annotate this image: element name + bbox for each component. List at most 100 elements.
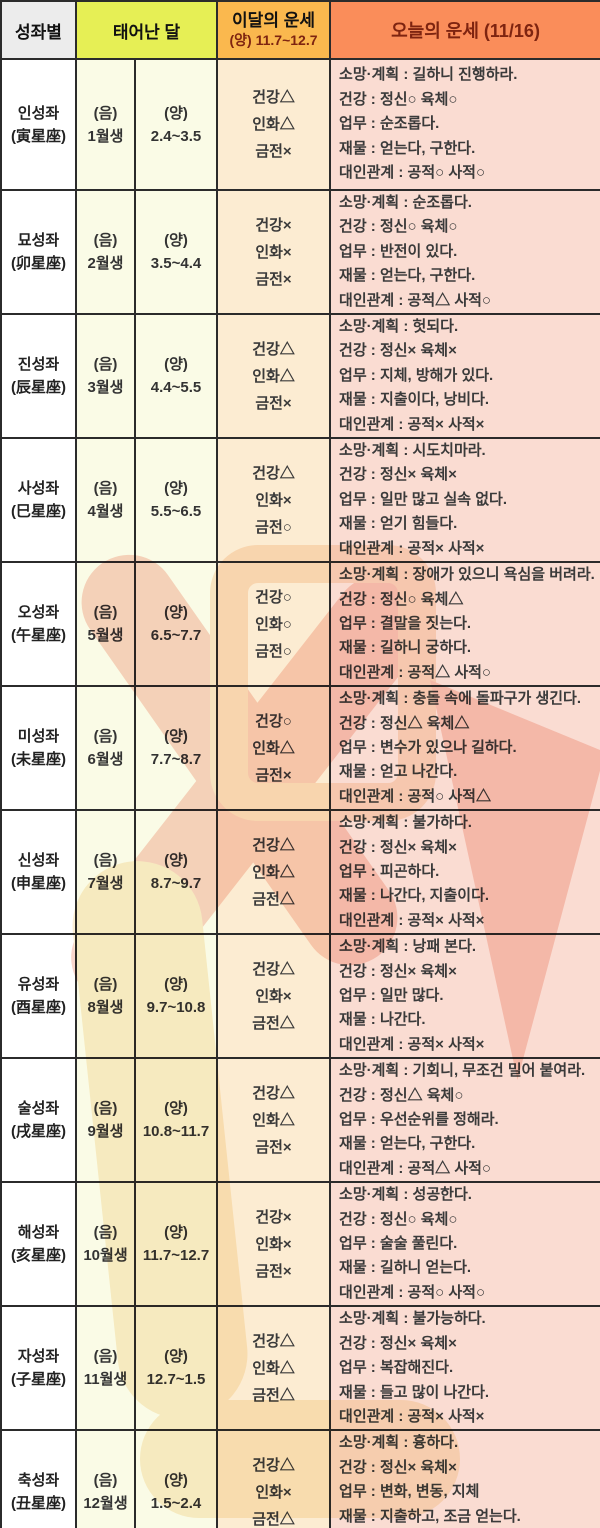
today-work-line: 업무 : 순조롭다. bbox=[339, 115, 440, 133]
header-row: 성좌별 태어난 달 이달의 운세 (양) 11.7~12.7 오늘의 운세 (1… bbox=[0, 0, 600, 60]
month-health: 건강△ bbox=[252, 960, 295, 978]
month-money: 금전× bbox=[255, 394, 292, 412]
month-fortune-cell: 건강○ 인화○ 금전○ bbox=[216, 561, 332, 688]
today-wish-line: 소망·계획 : 시도치마라. bbox=[339, 442, 486, 460]
today-relations-line: 대인관계 : 공적○ 사적△ bbox=[339, 787, 491, 805]
lunar-label: (음) bbox=[93, 356, 118, 374]
solar-range: 11.7~12.7 bbox=[142, 1247, 210, 1265]
constellation-name: 진성좌 bbox=[17, 356, 60, 374]
month-health: 건강× bbox=[255, 216, 292, 234]
zodiac-row: 술성좌 (戌星座) (음) 9월생 (양) 10.8~11.7 건강△ 인화△ … bbox=[0, 1057, 600, 1184]
month-fortune-cell: 건강△ 인화△ 금전× bbox=[216, 58, 332, 191]
solar-label: (양) bbox=[164, 356, 188, 374]
solar-label: (양) bbox=[164, 1100, 188, 1118]
constellation-hanja: (子星座) bbox=[11, 1371, 66, 1389]
month-harmony: 인화× bbox=[255, 987, 292, 1005]
constellation-name: 술성좌 bbox=[17, 1100, 60, 1118]
constellation-cell: 자성좌 (子星座) bbox=[0, 1305, 77, 1432]
today-work-line: 업무 : 복잡해진다. bbox=[339, 1359, 454, 1377]
solar-range-cell: (양) 8.7~9.7 bbox=[133, 809, 219, 936]
constellation-hanja: (戌星座) bbox=[11, 1123, 66, 1141]
solar-range: 8.7~9.7 bbox=[150, 875, 202, 893]
today-relations-line: 대인관계 : 공적△ 사적○ bbox=[339, 1159, 491, 1177]
constellation-hanja: (寅星座) bbox=[11, 127, 66, 145]
constellation-name: 해성좌 bbox=[17, 1224, 60, 1242]
constellation-hanja: (午星座) bbox=[11, 627, 66, 645]
zodiac-row: 사성좌 (巳星座) (음) 4월생 (양) 5.5~6.5 건강△ 인화× 금전… bbox=[0, 437, 600, 564]
today-work-line: 업무 : 우선순위를 정해라. bbox=[339, 1111, 499, 1129]
today-relations-line: 대인관계 : 공적× 사적× bbox=[339, 911, 485, 929]
solar-label: (양) bbox=[164, 976, 188, 994]
solar-range: 3.5~4.4 bbox=[150, 255, 202, 273]
today-health-line: 건강 : 정신△ 육체○ bbox=[339, 1086, 464, 1104]
lunar-month: 6월생 bbox=[87, 751, 124, 769]
today-wish-line: 소망·계획 : 불가능하다. bbox=[339, 1310, 486, 1328]
month-harmony: 인화△ bbox=[252, 116, 295, 133]
constellation-cell: 오성좌 (午星座) bbox=[0, 561, 77, 688]
today-wealth-line: 재물 : 얻는다, 구한다. bbox=[339, 1135, 476, 1153]
today-relations-line: 대인관계 : 공적× 사적× bbox=[339, 1035, 485, 1053]
lunar-month: 8월생 bbox=[87, 999, 124, 1017]
today-health-line: 건강 : 정신○ 육체○ bbox=[339, 1210, 458, 1228]
constellation-hanja: (未星座) bbox=[11, 751, 66, 769]
lunar-month: 7월생 bbox=[87, 875, 124, 893]
today-health-line: 건강 : 정신× 육체× bbox=[339, 1334, 457, 1352]
solar-range-cell: (양) 5.5~6.5 bbox=[133, 437, 219, 564]
lunar-month: 10월생 bbox=[83, 1247, 128, 1265]
month-health: 건강△ bbox=[252, 836, 295, 854]
lunar-label: (음) bbox=[93, 728, 118, 746]
constellation-hanja: (申星座) bbox=[11, 875, 66, 893]
constellation-cell: 유성좌 (酉星座) bbox=[0, 933, 77, 1060]
zodiac-row: 신성좌 (申星座) (음) 7월생 (양) 8.7~9.7 건강△ 인화△ 금전… bbox=[0, 809, 600, 936]
month-fortune-cell: 건강△ 인화× 금전△ bbox=[216, 1429, 332, 1528]
month-harmony: 인화× bbox=[255, 1235, 292, 1253]
solar-label: (양) bbox=[164, 232, 188, 250]
today-fortune-cell: 소망·계획 : 순조롭다. 건강 : 정신○ 육체○ 업무 : 반전이 있다. … bbox=[329, 188, 600, 316]
today-wish-line: 소망·계획 : 장애가 있으니 욕심을 버려라. bbox=[339, 566, 595, 584]
month-money: 금전× bbox=[255, 143, 292, 160]
month-money: 금전△ bbox=[252, 1386, 295, 1404]
lunar-month: 4월생 bbox=[87, 503, 124, 521]
month-fortune-cell: 건강△ 인화△ 금전× bbox=[216, 1057, 332, 1184]
lunar-month-cell: (음) 6월생 bbox=[75, 685, 136, 812]
lunar-label: (음) bbox=[93, 1348, 118, 1366]
solar-label: (양) bbox=[164, 852, 188, 870]
constellation-hanja: (辰星座) bbox=[11, 379, 66, 397]
lunar-label: (음) bbox=[93, 104, 118, 122]
constellation-hanja: (丑星座) bbox=[11, 1495, 66, 1513]
month-fortune-cell: 건강△ 인화× 금전○ bbox=[216, 437, 332, 564]
lunar-month-cell: (음) 12월생 bbox=[75, 1429, 136, 1528]
solar-range: 1.5~2.4 bbox=[150, 1495, 202, 1513]
lunar-month: 9월생 bbox=[87, 1123, 124, 1141]
today-health-line: 건강 : 정신○ 육체△ bbox=[339, 590, 464, 608]
today-wish-line: 소망·계획 : 길하니 진행하라. bbox=[339, 66, 518, 84]
month-harmony: 인화△ bbox=[252, 1359, 295, 1377]
today-fortune-cell: 소망·계획 : 불가능하다. 건강 : 정신× 육체× 업무 : 복잡해진다. … bbox=[329, 1305, 600, 1432]
lunar-month-cell: (음) 10월생 bbox=[75, 1181, 136, 1308]
solar-label: (양) bbox=[164, 1348, 188, 1366]
today-fortune-cell: 소망·계획 : 낭패 본다. 건강 : 정신× 육체× 업무 : 일만 많다. … bbox=[329, 933, 600, 1060]
month-harmony: 인화× bbox=[255, 491, 292, 509]
solar-range-cell: (양) 11.7~12.7 bbox=[133, 1181, 219, 1308]
month-fortune-cell: 건강△ 인화× 금전△ bbox=[216, 933, 332, 1060]
month-money: 금전△ bbox=[252, 890, 295, 908]
solar-label: (양) bbox=[164, 728, 188, 746]
month-money: 금전△ bbox=[252, 1510, 295, 1528]
today-wish-line: 소망·계획 : 충돌 속에 돌파구가 생긴다. bbox=[339, 690, 582, 708]
solar-range: 9.7~10.8 bbox=[146, 999, 206, 1017]
lunar-label: (음) bbox=[93, 604, 118, 622]
today-relations-line: 대인관계 : 공적△ 사적○ bbox=[339, 291, 491, 309]
month-harmony: 인화○ bbox=[255, 615, 292, 633]
month-fortune-cell: 건강× 인화× 금전× bbox=[216, 1181, 332, 1308]
constellation-cell: 미성좌 (未星座) bbox=[0, 685, 77, 812]
today-fortune-cell: 소망·계획 : 시도치마라. 건강 : 정신× 육체× 업무 : 일만 많고 실… bbox=[329, 437, 600, 564]
today-relations-line: 대인관계 : 공적× 사적× bbox=[339, 1407, 485, 1425]
month-money: 금전△ bbox=[252, 1014, 295, 1032]
constellation-hanja: (巳星座) bbox=[11, 503, 66, 521]
today-fortune-cell: 소망·계획 : 충돌 속에 돌파구가 생긴다. 건강 : 정신△ 육체△ 업무 … bbox=[329, 685, 600, 812]
today-work-line: 업무 : 결말을 짓는다. bbox=[339, 614, 472, 632]
today-health-line: 건강 : 정신× 육체× bbox=[339, 962, 457, 980]
today-fortune-cell: 소망·계획 : 헛되다. 건강 : 정신× 육체× 업무 : 지체, 방해가 있… bbox=[329, 313, 600, 440]
solar-range: 7.7~8.7 bbox=[150, 751, 202, 769]
today-work-line: 업무 : 지체, 방해가 있다. bbox=[339, 366, 494, 384]
